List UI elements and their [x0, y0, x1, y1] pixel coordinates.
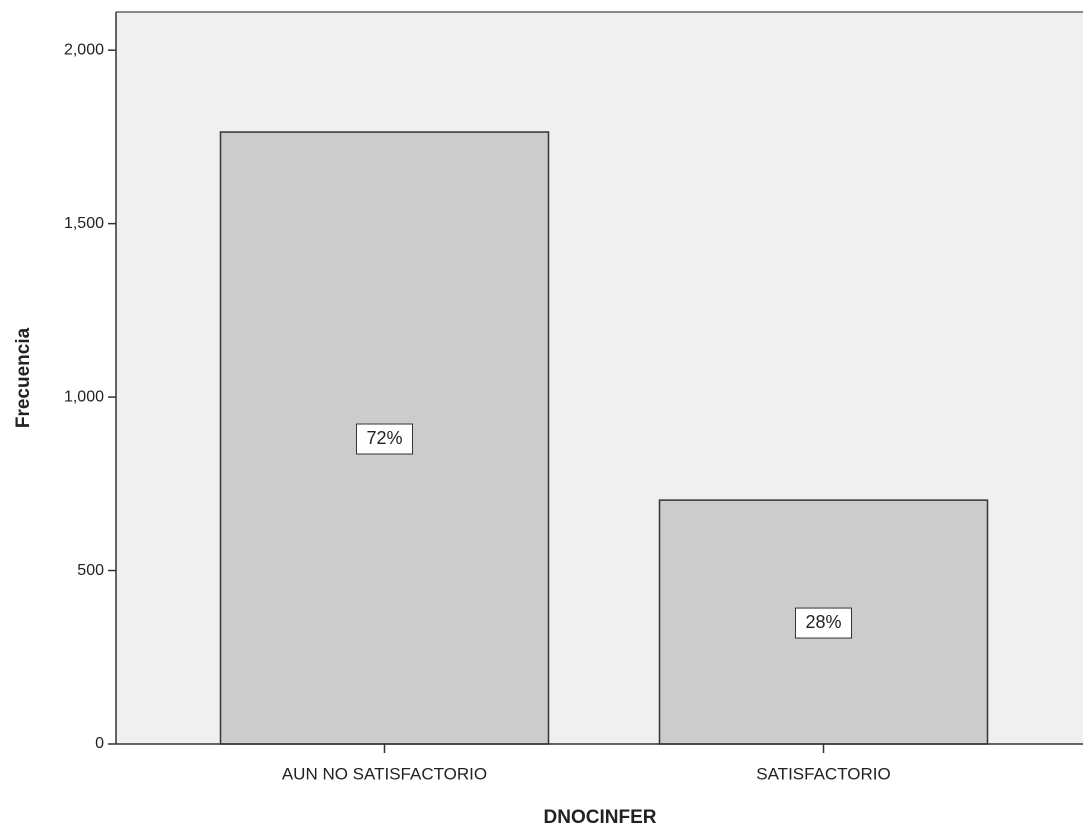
percent-label: 28%: [805, 612, 841, 632]
y-tick-label: 0: [95, 735, 104, 752]
y-tick-label: 2,000: [64, 41, 104, 58]
y-tick-label: 500: [77, 562, 104, 579]
bar: [219, 131, 550, 745]
percent-label-box: [356, 423, 413, 455]
y-tick-label: 1,000: [64, 388, 104, 405]
x-axis-title: DNOCINFER: [544, 807, 657, 828]
x-tick-label: AUN NO SATISFACTORIO: [282, 764, 487, 783]
y-tick-label: 1,500: [64, 215, 104, 232]
y-axis-title: Frecuencia: [13, 327, 34, 428]
x-tick-label: SATISFACTORIO: [756, 764, 890, 783]
percent-label-box: [795, 607, 852, 639]
percent-label: 72%: [366, 428, 402, 448]
